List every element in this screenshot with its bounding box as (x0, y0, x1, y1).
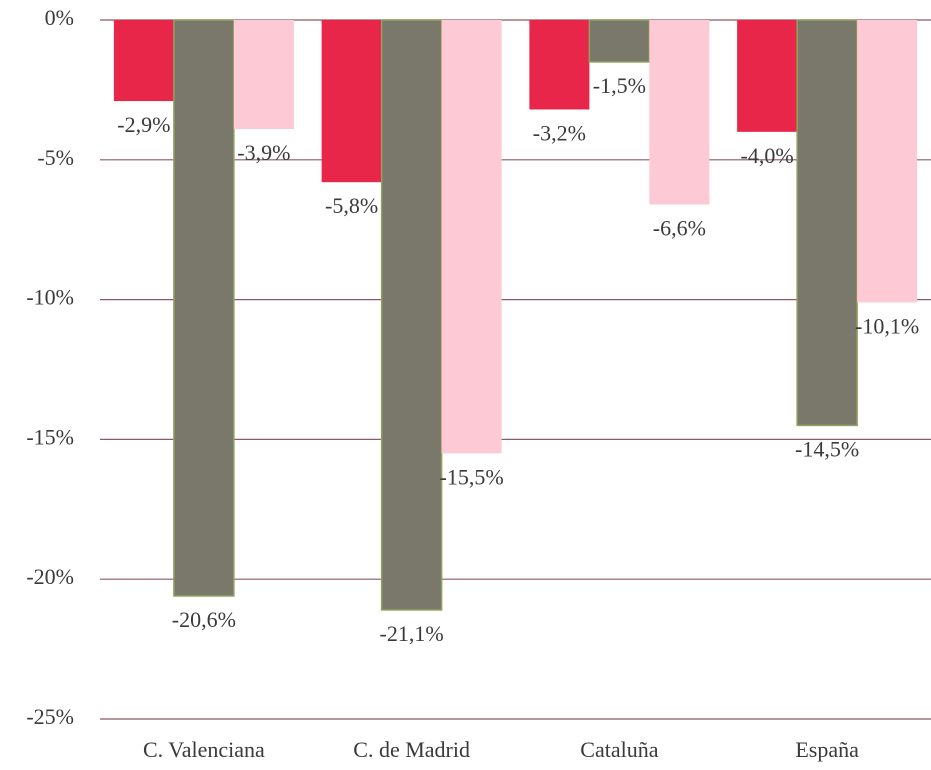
data-label: -15,5% (440, 464, 504, 489)
data-label: -4,0% (741, 143, 794, 168)
data-label: -20,6% (172, 607, 236, 632)
y-tick-label: -20% (26, 564, 74, 589)
bar (649, 20, 710, 205)
bar (441, 20, 502, 454)
bar (529, 20, 590, 110)
bar (113, 20, 174, 102)
bar (173, 19, 235, 597)
bar (233, 20, 294, 130)
bar (588, 19, 651, 63)
data-label: -14,5% (795, 436, 859, 461)
data-label: -5,8% (325, 193, 378, 218)
y-tick-label: -15% (26, 424, 74, 449)
data-label: -6,6% (653, 216, 706, 241)
data-label: -3,2% (533, 121, 586, 146)
x-tick-label: C. de Madrid (353, 737, 470, 762)
x-tick-label: C. Valenciana (143, 737, 265, 762)
data-label: -2,9% (117, 112, 170, 137)
bar (380, 19, 443, 611)
bar (737, 20, 798, 132)
bar (857, 20, 918, 303)
y-tick-label: 0% (45, 5, 74, 30)
data-label: -3,9% (237, 140, 290, 165)
bar (796, 19, 858, 427)
y-tick-label: -10% (26, 285, 74, 310)
y-tick-label: -5% (37, 145, 74, 170)
y-tick-label: -25% (26, 704, 74, 729)
data-label: -1,5% (593, 73, 646, 98)
bar (321, 20, 382, 183)
x-tick-label: Cataluña (580, 737, 658, 762)
x-tick-label: España (795, 737, 859, 762)
data-label: -21,1% (380, 621, 444, 646)
data-label: -10,1% (855, 313, 919, 338)
